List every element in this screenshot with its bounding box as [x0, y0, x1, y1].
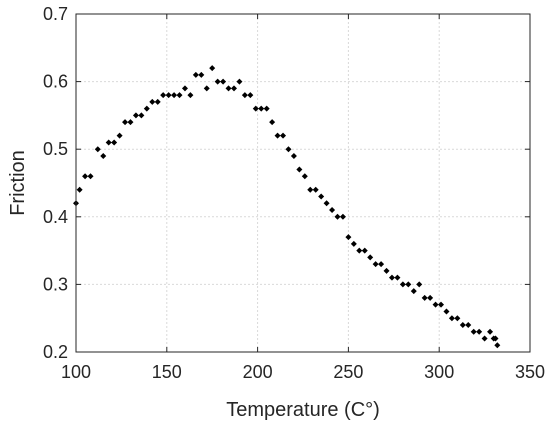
- data-point: [443, 308, 450, 315]
- data-point: [494, 342, 501, 349]
- data-point: [416, 281, 423, 288]
- data-point: [171, 92, 178, 99]
- data-point: [388, 274, 395, 281]
- x-tick-label: 300: [424, 362, 454, 382]
- data-point: [116, 132, 123, 139]
- data-point: [372, 261, 379, 268]
- tick-marks: [75, 13, 531, 353]
- y-tick-label: 0.7: [43, 4, 68, 24]
- data-point: [176, 92, 183, 99]
- data-point: [105, 139, 112, 146]
- x-axis-label: Temperature (C°): [226, 399, 380, 421]
- data-point: [285, 146, 292, 153]
- y-tick-label: 0.4: [43, 207, 68, 227]
- data-point: [296, 166, 303, 173]
- tick-labels: 100 150 200 250 300 350 0.2 0.3 0.4 0.5 0.6 0.7: [43, 4, 545, 382]
- y-tick-label: 0.5: [43, 139, 68, 159]
- data-point: [198, 71, 205, 78]
- data-point: [383, 267, 390, 274]
- data-point: [487, 328, 494, 335]
- data-point: [143, 105, 150, 112]
- data-point: [94, 146, 101, 153]
- data-point: [454, 315, 461, 322]
- data-point: [225, 85, 232, 92]
- data-point: [323, 200, 330, 207]
- data-point: [127, 119, 134, 126]
- data-point: [252, 105, 259, 112]
- data-point: [394, 274, 401, 281]
- y-tick-label: 0.6: [43, 72, 68, 92]
- x-tick-label: 200: [243, 362, 273, 382]
- data-point: [356, 247, 363, 254]
- data-point: [241, 92, 248, 99]
- data-point: [465, 321, 472, 328]
- data-point: [192, 71, 199, 78]
- data-point: [203, 85, 210, 92]
- data-point: [301, 173, 308, 180]
- data-point: [312, 186, 319, 193]
- data-point: [181, 85, 188, 92]
- x-tick-label: 250: [333, 362, 363, 382]
- data-point: [230, 85, 237, 92]
- data-point: [220, 78, 227, 85]
- data-point: [138, 112, 145, 119]
- data-point: [209, 65, 216, 72]
- data-point: [280, 132, 287, 139]
- x-tick-label: 150: [152, 362, 182, 382]
- data-point: [432, 301, 439, 308]
- data-point: [476, 328, 483, 335]
- y-tick-label: 0.2: [43, 342, 68, 362]
- data-point: [345, 234, 352, 241]
- data-point: [405, 281, 412, 288]
- data-point: [367, 254, 374, 261]
- data-point: [263, 105, 270, 112]
- data-point: [258, 105, 265, 112]
- data-point: [149, 98, 156, 105]
- y-axis-label: Friction: [7, 150, 29, 216]
- data-point: [76, 186, 83, 193]
- data-point: [481, 335, 488, 342]
- data-point: [421, 294, 428, 301]
- data-point: [247, 92, 254, 99]
- data-point: [399, 281, 406, 288]
- data-point: [329, 207, 336, 214]
- data-point: [154, 98, 161, 105]
- data-point: [470, 328, 477, 335]
- data-point: [339, 213, 346, 220]
- data-point: [274, 132, 281, 139]
- axes-box: [75, 13, 531, 353]
- data-point: [492, 335, 499, 342]
- data-point: [448, 315, 455, 322]
- data-point: [82, 173, 89, 180]
- data-point: [214, 78, 221, 85]
- data-point: [307, 186, 314, 193]
- x-tick-label: 350: [515, 362, 545, 382]
- x-tick-label: 100: [61, 362, 91, 382]
- data-point: [350, 240, 357, 247]
- data-point: [165, 92, 172, 99]
- y-tick-label: 0.3: [43, 274, 68, 294]
- data-point: [100, 152, 107, 159]
- data-point: [427, 294, 434, 301]
- data-point: [87, 173, 94, 180]
- data-point: [318, 193, 325, 200]
- grid-lines: [75, 13, 531, 353]
- data-point: [290, 152, 297, 159]
- data-point: [459, 321, 466, 328]
- data-point: [410, 288, 417, 295]
- data-points: [73, 65, 501, 349]
- data-point: [438, 301, 445, 308]
- data-point: [378, 261, 385, 268]
- data-point: [236, 78, 243, 85]
- data-point: [361, 247, 368, 254]
- data-point: [160, 92, 167, 99]
- data-point: [111, 139, 118, 146]
- data-point: [334, 213, 341, 220]
- data-point: [269, 119, 276, 126]
- data-point: [122, 119, 129, 126]
- data-point: [187, 92, 194, 99]
- data-point: [132, 112, 139, 119]
